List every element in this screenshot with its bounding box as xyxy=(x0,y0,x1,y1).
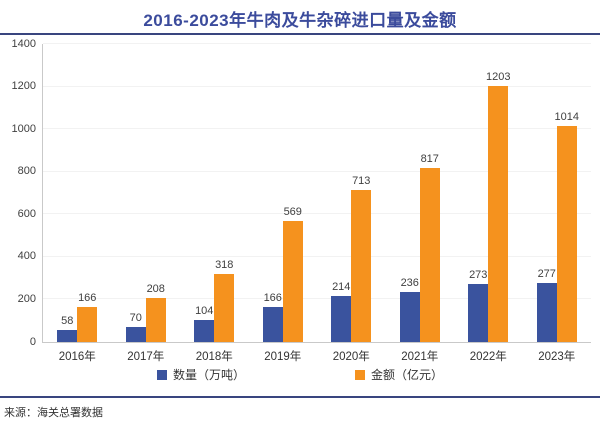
bar-column-quantity: 104 xyxy=(194,44,215,342)
gridline xyxy=(43,298,591,300)
bar-value-label: 1014 xyxy=(554,111,579,124)
bar-group: 104 318 2018年 xyxy=(194,44,235,363)
bar-group: 58 166 2016年 xyxy=(57,44,98,363)
bar-group: 70 208 2017年 xyxy=(125,44,166,363)
bar-value-label: 817 xyxy=(420,153,439,166)
bar-value-label: 208 xyxy=(146,282,165,295)
bar-column-quantity: 166 xyxy=(262,44,283,342)
bar-column-quantity: 273 xyxy=(468,44,489,342)
legend-label-amount: 金额（亿元） xyxy=(371,368,444,382)
bar-group: 214 713 2020年 xyxy=(331,44,372,363)
x-axis-label: 2017年 xyxy=(127,351,165,363)
y-tick-label: 1200 xyxy=(11,80,36,93)
x-axis-label: 2016年 xyxy=(58,351,96,363)
x-axis-label: 2018年 xyxy=(195,351,233,363)
bar-value-label: 713 xyxy=(352,175,371,188)
y-tick-label: 800 xyxy=(17,165,36,178)
bar-column-amount: 166 xyxy=(77,44,98,342)
y-tick-label: 400 xyxy=(17,250,36,263)
gridline xyxy=(43,255,591,257)
x-axis-label: 2022年 xyxy=(469,351,507,363)
bar-value-label: 318 xyxy=(215,259,234,272)
bar-quantity xyxy=(331,296,352,342)
bar-amount xyxy=(488,85,509,342)
y-tick-label: 0 xyxy=(29,335,36,348)
bar-amount xyxy=(282,220,303,342)
bar-value-label: 166 xyxy=(263,291,282,304)
bar-value-label: 236 xyxy=(400,276,419,289)
bar-value-label: 569 xyxy=(283,205,302,218)
bar-quantity xyxy=(125,327,146,342)
bar-amount xyxy=(214,274,235,342)
bar-value-label: 1203 xyxy=(486,70,511,83)
y-tick-label: 200 xyxy=(17,292,36,305)
bar-column-amount: 817 xyxy=(419,44,440,342)
bar-quantity xyxy=(399,291,420,342)
bar-amount xyxy=(351,190,372,342)
x-axis-label: 2020年 xyxy=(332,351,370,363)
bar-value-label: 273 xyxy=(469,268,488,281)
gridline xyxy=(43,128,591,130)
bar-group: 236 817 2021年 xyxy=(399,44,440,363)
bar-value-label: 58 xyxy=(61,314,74,327)
gridline xyxy=(43,43,591,44)
x-axis-label: 2019年 xyxy=(264,351,302,363)
bar-value-label: 104 xyxy=(195,304,214,317)
footer-divider xyxy=(0,396,600,398)
bar-value-label: 214 xyxy=(332,281,351,294)
bar-column-amount: 713 xyxy=(351,44,372,342)
bar-column-quantity: 70 xyxy=(125,44,146,342)
plot-area: 58 166 2016年 70 208 2017年 104 318 2018年 166 569 201… xyxy=(42,43,591,363)
bar-column-amount: 1203 xyxy=(486,44,511,342)
bar-amount xyxy=(77,306,98,342)
legend-swatch-quantity xyxy=(156,369,167,380)
bar-column-amount: 1014 xyxy=(554,44,579,342)
legend: 数量（万吨） 金额（亿元） xyxy=(0,366,600,383)
legend-label-quantity: 数量（万吨） xyxy=(172,368,245,382)
bar-column-quantity: 214 xyxy=(331,44,352,342)
gridline xyxy=(43,85,591,87)
gridline xyxy=(43,170,591,172)
bar-quantity xyxy=(262,306,283,342)
y-tick-label: 1000 xyxy=(11,122,36,135)
bar-group: 273 1203 2022年 xyxy=(468,44,511,363)
y-tick-label: 1400 xyxy=(11,37,36,50)
y-tick-label: 600 xyxy=(17,207,36,220)
bar-value-label: 70 xyxy=(129,312,142,325)
bar-quantity xyxy=(536,283,557,342)
x-axis-label: 2021年 xyxy=(401,351,439,363)
bar-column-quantity: 58 xyxy=(57,44,78,342)
bar-amount xyxy=(145,297,166,342)
bar-group: 166 569 2019年 xyxy=(262,44,303,363)
title-divider xyxy=(0,33,600,35)
bar-quantity xyxy=(468,283,489,342)
bar-quantity xyxy=(194,319,215,342)
legend-item-quantity: 数量（万吨） xyxy=(156,366,245,383)
bar-value-label: 277 xyxy=(537,268,556,281)
bar-column-amount: 318 xyxy=(214,44,235,342)
bar-quantity xyxy=(57,329,78,342)
bar-column-amount: 208 xyxy=(145,44,166,342)
bar-amount xyxy=(419,168,440,342)
bar-value-label: 166 xyxy=(78,291,97,304)
bar-column-quantity: 277 xyxy=(536,44,557,342)
chart-title: 2016-2023年牛肉及牛杂碎进口量及金额 xyxy=(143,11,457,30)
gridline xyxy=(43,213,591,215)
legend-item-amount: 金额（亿元） xyxy=(355,366,443,383)
x-axis-label: 2023年 xyxy=(538,351,576,363)
bar-column-quantity: 236 xyxy=(399,44,420,342)
source-note: 来源：海关总署数据 xyxy=(4,407,103,419)
bar-column-amount: 569 xyxy=(282,44,303,342)
legend-swatch-amount xyxy=(355,369,365,380)
bar-group: 277 1014 2023年 xyxy=(536,44,579,363)
bar-amount xyxy=(556,126,577,342)
